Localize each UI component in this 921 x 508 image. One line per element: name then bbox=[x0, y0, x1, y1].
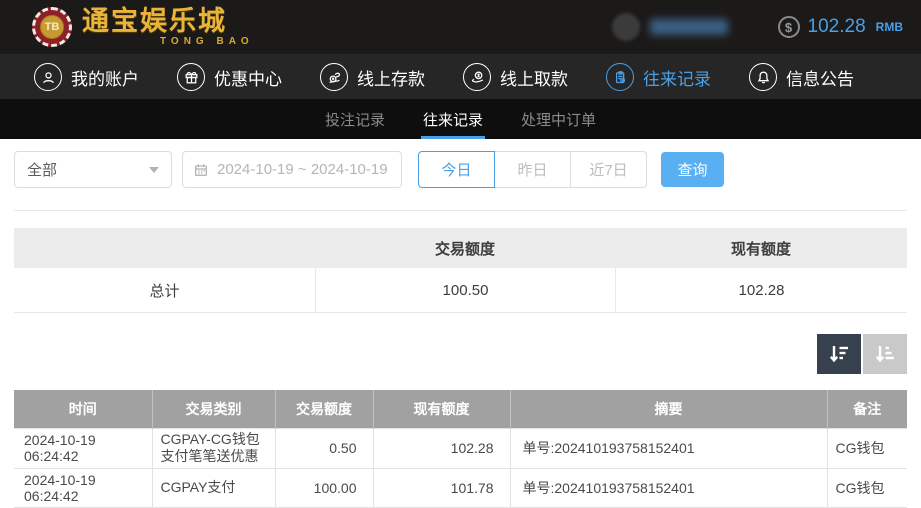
last-7-days-button[interactable]: 近7日 bbox=[570, 151, 647, 188]
date-range-input[interactable]: 2024-10-19 ~ 2024-10-19 bbox=[182, 151, 402, 188]
yesterday-button[interactable]: 昨日 bbox=[494, 151, 571, 188]
tab-bet-records[interactable]: 投注记录 bbox=[324, 111, 385, 129]
cell-note: CG钱包 bbox=[826, 467, 907, 508]
col-header-balance: 现有额度 bbox=[373, 390, 511, 428]
records-sub-nav: 投注记录 往来记录 处理中订单 bbox=[0, 99, 921, 139]
col-header-time: 时间 bbox=[14, 390, 153, 428]
table-header-row: 时间 交易类别 交易额度 现有额度 摘要 备注 bbox=[14, 390, 907, 428]
calendar-icon bbox=[195, 163, 207, 176]
deposit-icon bbox=[320, 63, 348, 91]
withdraw-icon bbox=[463, 63, 491, 91]
bell-icon bbox=[749, 63, 777, 91]
cell-note: CG钱包 bbox=[826, 427, 907, 469]
username-redacted bbox=[649, 19, 728, 35]
sort-ascending-button[interactable] bbox=[863, 334, 907, 374]
nav-label: 线上取款 bbox=[500, 69, 568, 89]
summary-total-row: 总计 100.50 102.28 bbox=[14, 268, 907, 313]
col-header-amount: 交易额度 bbox=[275, 390, 374, 428]
date-range-value: 2024-10-19 ~ 2024-10-19 bbox=[217, 161, 388, 178]
site-subtitle: TONG BAO bbox=[160, 35, 254, 47]
nav-label: 线上存款 bbox=[357, 69, 425, 89]
cell-time: 2024-10-19 06:24:42 bbox=[14, 467, 153, 508]
table-row: 2024-10-19 06:24:42 CGPAY支付 100.00 101.7… bbox=[14, 467, 907, 508]
summary-header-transaction-amount: 交易额度 bbox=[434, 240, 495, 258]
records-page: 全部 2024-10-19 ~ 2024-10-19 今日 昨日 近7日 查询 … bbox=[0, 139, 921, 508]
summary-transaction-amount: 100.50 bbox=[315, 268, 615, 313]
nav-item-announcements[interactable]: 信息公告 bbox=[749, 63, 854, 91]
nav-item-promotions[interactable]: 优惠中心 bbox=[177, 63, 282, 91]
summary-current-balance: 102.28 bbox=[615, 268, 907, 313]
cell-balance: 101.78 bbox=[372, 467, 511, 508]
table-row: 2024-10-19 06:24:42 CGPAY-CG钱包支付笔笔送优惠 0.… bbox=[14, 427, 907, 469]
col-header-note: 备注 bbox=[827, 390, 907, 428]
today-button[interactable]: 今日 bbox=[418, 151, 495, 188]
cell-time: 2024-10-19 06:24:42 bbox=[14, 427, 153, 469]
section-divider bbox=[14, 210, 907, 211]
col-header-type: 交易类别 bbox=[152, 390, 276, 428]
cell-amount: 100.00 bbox=[274, 467, 374, 508]
gift-icon bbox=[177, 63, 205, 91]
chevron-down-icon bbox=[149, 166, 159, 173]
chip-monogram: TB bbox=[40, 15, 64, 39]
user-area: $ 102.28 RMB bbox=[611, 13, 903, 41]
brand-logo[interactable]: TB 通宝娱乐城 TONG BAO bbox=[32, 7, 254, 47]
summary-header-current-balance: 现有额度 bbox=[730, 240, 791, 258]
filter-bar: 全部 2024-10-19 ~ 2024-10-19 今日 昨日 近7日 查询 bbox=[14, 151, 907, 188]
summary-table: 交易额度 现有额度 总计 100.50 102.28 bbox=[14, 228, 907, 313]
dollar-icon: $ bbox=[777, 16, 800, 38]
nav-item-my-account[interactable]: 我的账户 bbox=[34, 63, 139, 91]
nav-label: 往来记录 bbox=[643, 69, 711, 89]
cell-type: CGPAY-CG钱包支付笔笔送优惠 bbox=[151, 427, 276, 469]
sort-controls bbox=[14, 334, 907, 374]
balance-display[interactable]: $ 102.28 RMB bbox=[777, 16, 903, 38]
col-header-summary: 摘要 bbox=[510, 390, 828, 428]
cell-balance: 102.28 bbox=[372, 427, 511, 469]
poker-chip-logo-icon: TB bbox=[32, 7, 72, 47]
tab-pending-orders[interactable]: 处理中订单 bbox=[521, 111, 597, 129]
sort-descending-button[interactable] bbox=[817, 334, 861, 374]
type-filter-dropdown[interactable]: 全部 bbox=[14, 151, 172, 188]
summary-total-label: 总计 bbox=[14, 268, 315, 313]
nav-label: 我的账户 bbox=[71, 69, 139, 89]
records-icon bbox=[606, 63, 634, 91]
cell-amount: 0.50 bbox=[274, 427, 374, 469]
nav-item-transaction-records[interactable]: 往来记录 bbox=[606, 63, 711, 91]
top-bar: TB 通宝娱乐城 TONG BAO $ 102.28 RMB bbox=[0, 0, 921, 55]
summary-header-empty bbox=[14, 228, 315, 268]
sort-descending-icon bbox=[829, 346, 848, 363]
tab-transaction-records[interactable]: 往来记录 bbox=[420, 99, 486, 139]
cell-summary: 单号:202410193758152401 bbox=[509, 427, 828, 469]
nav-item-withdraw[interactable]: 线上取款 bbox=[463, 63, 568, 91]
main-nav: 我的账户 优惠中心 线上存款 线上取款 bbox=[0, 55, 921, 99]
nav-label: 信息公告 bbox=[786, 69, 854, 89]
user-icon bbox=[34, 63, 62, 91]
avatar[interactable] bbox=[611, 13, 640, 41]
nav-item-deposit[interactable]: 线上存款 bbox=[320, 63, 425, 91]
balance-currency: RMB bbox=[875, 20, 903, 34]
cell-type: CGPAY支付 bbox=[151, 467, 276, 508]
balance-amount: 102.28 bbox=[807, 16, 866, 37]
cell-summary: 单号:202410193758152401 bbox=[509, 467, 828, 508]
site-title: 通宝娱乐城 bbox=[82, 5, 227, 37]
dropdown-value: 全部 bbox=[27, 162, 58, 179]
nav-label: 优惠中心 bbox=[214, 69, 282, 89]
transactions-table: 时间 交易类别 交易额度 现有额度 摘要 备注 2024-10-19 06:24… bbox=[14, 390, 907, 508]
quick-date-button-group: 今日 昨日 近7日 bbox=[418, 151, 647, 188]
sort-ascending-icon bbox=[875, 346, 894, 363]
search-button[interactable]: 查询 bbox=[661, 152, 724, 187]
